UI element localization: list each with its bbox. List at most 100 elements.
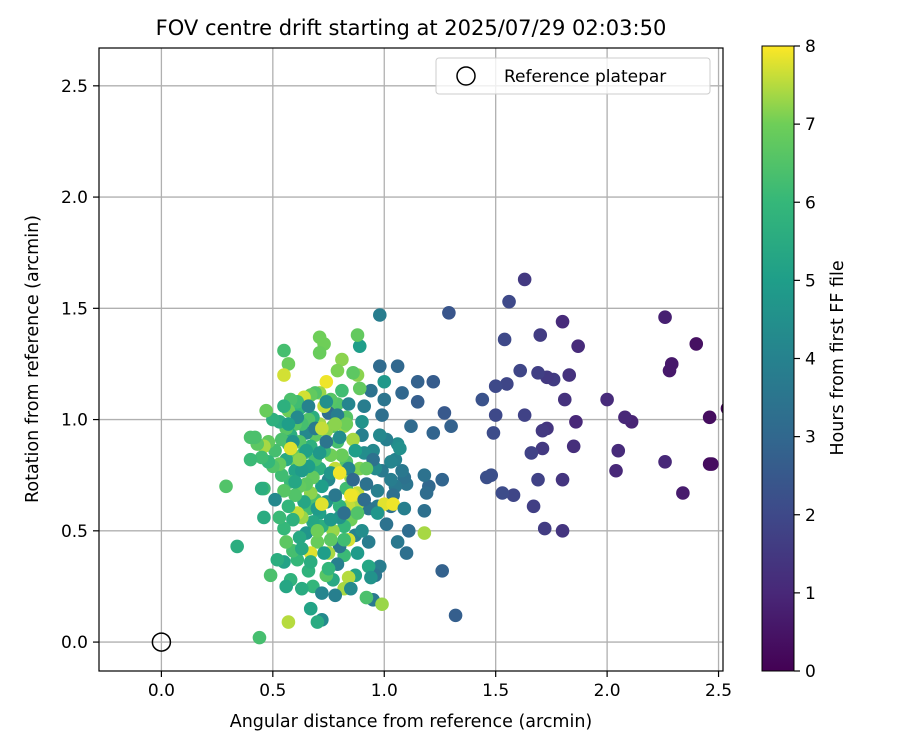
colorbar-tick-label: 6	[805, 193, 816, 213]
data-point	[417, 468, 432, 483]
data-point	[526, 499, 541, 514]
x-tick-label: 2.5	[705, 681, 732, 701]
colorbar-tick-label: 7	[805, 115, 816, 135]
data-point	[658, 310, 672, 325]
data-point	[281, 357, 296, 371]
y-gridlines	[99, 85, 723, 643]
data-point	[332, 466, 347, 480]
data-point	[373, 308, 387, 322]
data-point	[346, 472, 360, 487]
data-point	[350, 546, 365, 560]
chart-title: FOV centre drift starting at 2025/07/29 …	[156, 16, 667, 40]
data-point	[705, 457, 719, 471]
data-point	[375, 408, 389, 422]
data-point	[254, 481, 269, 496]
data-point	[335, 383, 349, 398]
data-point	[676, 486, 690, 500]
data-point	[312, 446, 327, 460]
data-point	[315, 497, 329, 511]
data-point	[281, 417, 296, 431]
data-point	[312, 346, 327, 360]
data-point	[384, 472, 398, 487]
data-point	[379, 517, 394, 531]
data-point	[531, 472, 545, 487]
data-point	[352, 381, 367, 396]
data-point	[555, 472, 570, 487]
data-point	[417, 504, 432, 518]
data-point	[361, 559, 376, 574]
y-tick-label: 1.0	[61, 411, 88, 431]
colorbar-gradient	[761, 45, 795, 672]
data-point	[555, 524, 570, 538]
data-point	[689, 337, 704, 351]
data-point	[442, 305, 456, 320]
data-point	[259, 403, 273, 418]
data-point	[555, 314, 570, 329]
data-point	[339, 417, 354, 431]
data-point	[303, 555, 318, 569]
data-point	[344, 488, 358, 503]
data-point	[531, 366, 545, 380]
colorbar-tick-label: 2	[805, 506, 816, 526]
data-point	[335, 448, 349, 462]
data-point	[301, 399, 316, 414]
data-point	[364, 570, 378, 585]
data-point	[359, 590, 374, 605]
reference-platepar-marker	[151, 632, 172, 652]
data-point	[377, 392, 392, 407]
data-point	[486, 426, 501, 440]
data-point	[370, 483, 385, 498]
data-point	[350, 506, 365, 520]
colorbar-tick-label: 0	[805, 662, 816, 682]
colorbar-tick-label: 5	[805, 271, 816, 291]
data-point	[384, 455, 398, 469]
data-point	[219, 479, 233, 494]
y-tick-label: 1.5	[61, 299, 88, 319]
data-point	[281, 615, 296, 629]
y-tick-label: 0.0	[61, 633, 88, 653]
data-point	[230, 539, 244, 554]
data-point	[557, 392, 572, 407]
colorbar-label: Hours from first FF file	[828, 260, 848, 455]
data-point	[611, 443, 626, 458]
data-point	[426, 374, 441, 389]
data-point	[270, 552, 285, 567]
data-point	[517, 272, 532, 287]
data-point	[330, 363, 345, 378]
data-point	[524, 446, 539, 460]
data-point	[348, 443, 363, 458]
x-gridlines	[160, 48, 720, 671]
data-point	[373, 359, 387, 373]
data-point	[364, 383, 378, 398]
data-point	[274, 432, 289, 447]
data-point	[319, 394, 334, 409]
data-point	[277, 399, 291, 414]
plot-frame	[98, 47, 724, 672]
data-point	[355, 524, 369, 538]
y-tick-label: 2.0	[61, 188, 88, 208]
data-point	[535, 441, 550, 456]
data-point	[310, 535, 325, 549]
data-point	[344, 581, 358, 596]
y-axis-label: Rotation from reference (arcmin)	[23, 215, 43, 503]
data-point	[277, 368, 291, 382]
x-tick-label: 1.0	[371, 681, 398, 701]
data-point	[571, 339, 585, 353]
data-point	[268, 492, 282, 507]
data-point	[272, 510, 287, 525]
data-point	[312, 330, 327, 345]
data-point	[323, 512, 338, 527]
data-point	[495, 486, 510, 500]
data-point	[359, 477, 374, 491]
x-tick-label: 1.5	[482, 681, 509, 701]
data-point	[488, 379, 503, 394]
data-point	[702, 410, 717, 425]
data-point	[404, 419, 418, 434]
data-point	[335, 352, 349, 367]
data-point	[281, 499, 296, 514]
data-point	[295, 463, 309, 478]
data-point	[435, 472, 450, 487]
legend-marker-icon	[456, 66, 476, 86]
data-point	[658, 455, 672, 469]
